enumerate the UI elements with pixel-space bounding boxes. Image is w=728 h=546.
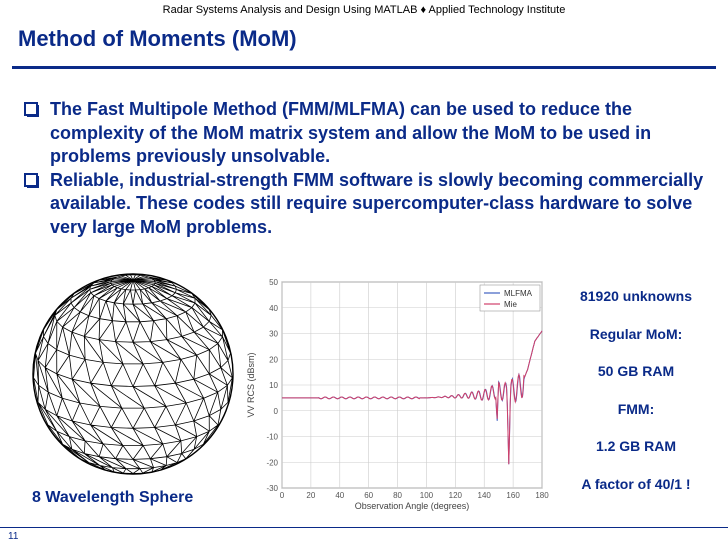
- x-tick-label: 180: [535, 491, 549, 500]
- bullet-item: The Fast Multipole Method (FMM/MLFMA) ca…: [22, 98, 712, 169]
- x-tick-label: 0: [280, 491, 285, 500]
- y-tick-label: 50: [269, 278, 278, 287]
- y-tick-label: -30: [266, 484, 278, 493]
- sphere-wireframe: [32, 273, 234, 475]
- bullet-text: Reliable, industrial-strength FMM softwa…: [50, 169, 704, 237]
- stat-regular-mom: Regular MoM:: [589, 325, 683, 342]
- y-tick-label: 10: [269, 381, 278, 390]
- x-tick-label: 120: [449, 491, 463, 500]
- x-tick-label: 160: [506, 491, 520, 500]
- bullet-text: The Fast Multipole Method (FMM/MLFMA) ca…: [50, 99, 652, 166]
- stat-factor: A factor of 40/1 !: [581, 475, 691, 492]
- x-tick-label: 60: [364, 491, 373, 500]
- title-rule: [12, 66, 716, 69]
- checkbox-bullet-icon: [24, 172, 39, 188]
- page-number: 11: [8, 531, 19, 542]
- x-tick-label: 20: [306, 491, 315, 500]
- bullet-item: Reliable, industrial-strength FMM softwa…: [22, 169, 712, 240]
- stat-fmm: FMM:: [617, 400, 655, 417]
- sphere-mesh-image: [32, 273, 234, 475]
- header-text: Radar Systems Analysis and Design Using …: [162, 4, 566, 16]
- legend-label: MLFMA: [504, 289, 533, 298]
- checkbox-bullet-icon: [24, 102, 39, 117]
- footer-rule: [0, 527, 728, 528]
- series-line-mie: [282, 330, 543, 465]
- legend-label: Mie: [504, 300, 517, 309]
- stat-unknowns: 81920 unknowns: [579, 288, 693, 304]
- legend-box: [479, 284, 541, 312]
- x-tick-label: 140: [478, 491, 492, 500]
- stat-mom-ram: 50 GB RAM: [597, 363, 675, 379]
- stats-panel: 81920 unknowns Regular MoM: 50 GB RAM FM…: [556, 282, 716, 507]
- x-axis-label: Observation Angle (degrees): [355, 501, 470, 511]
- y-tick-label: -10: [266, 433, 278, 442]
- y-tick-label: -20: [266, 458, 278, 467]
- y-tick-label: 40: [269, 304, 278, 313]
- sphere-label: 8 Wavelength Sphere: [32, 489, 194, 506]
- x-tick-label: 80: [393, 491, 402, 500]
- bullet-list: The Fast Multipole Method (FMM/MLFMA) ca…: [22, 98, 712, 239]
- slide-title: Method of Moments (MoM): [18, 26, 297, 51]
- stat-fmm-ram: 1.2 GB RAM: [595, 438, 677, 454]
- y-tick-label: 30: [269, 330, 278, 339]
- y-axis-label: VV RCS (dBsm): [246, 352, 256, 417]
- y-tick-label: 0: [274, 407, 279, 416]
- x-tick-label: 40: [335, 491, 344, 500]
- rcs-chart: 0 20 40 60 80 100 120 140 160 180 -30 -20 -10 0 10 20 30…: [246, 278, 549, 511]
- x-tick-label: 100: [420, 491, 434, 500]
- y-tick-label: 20: [269, 355, 278, 364]
